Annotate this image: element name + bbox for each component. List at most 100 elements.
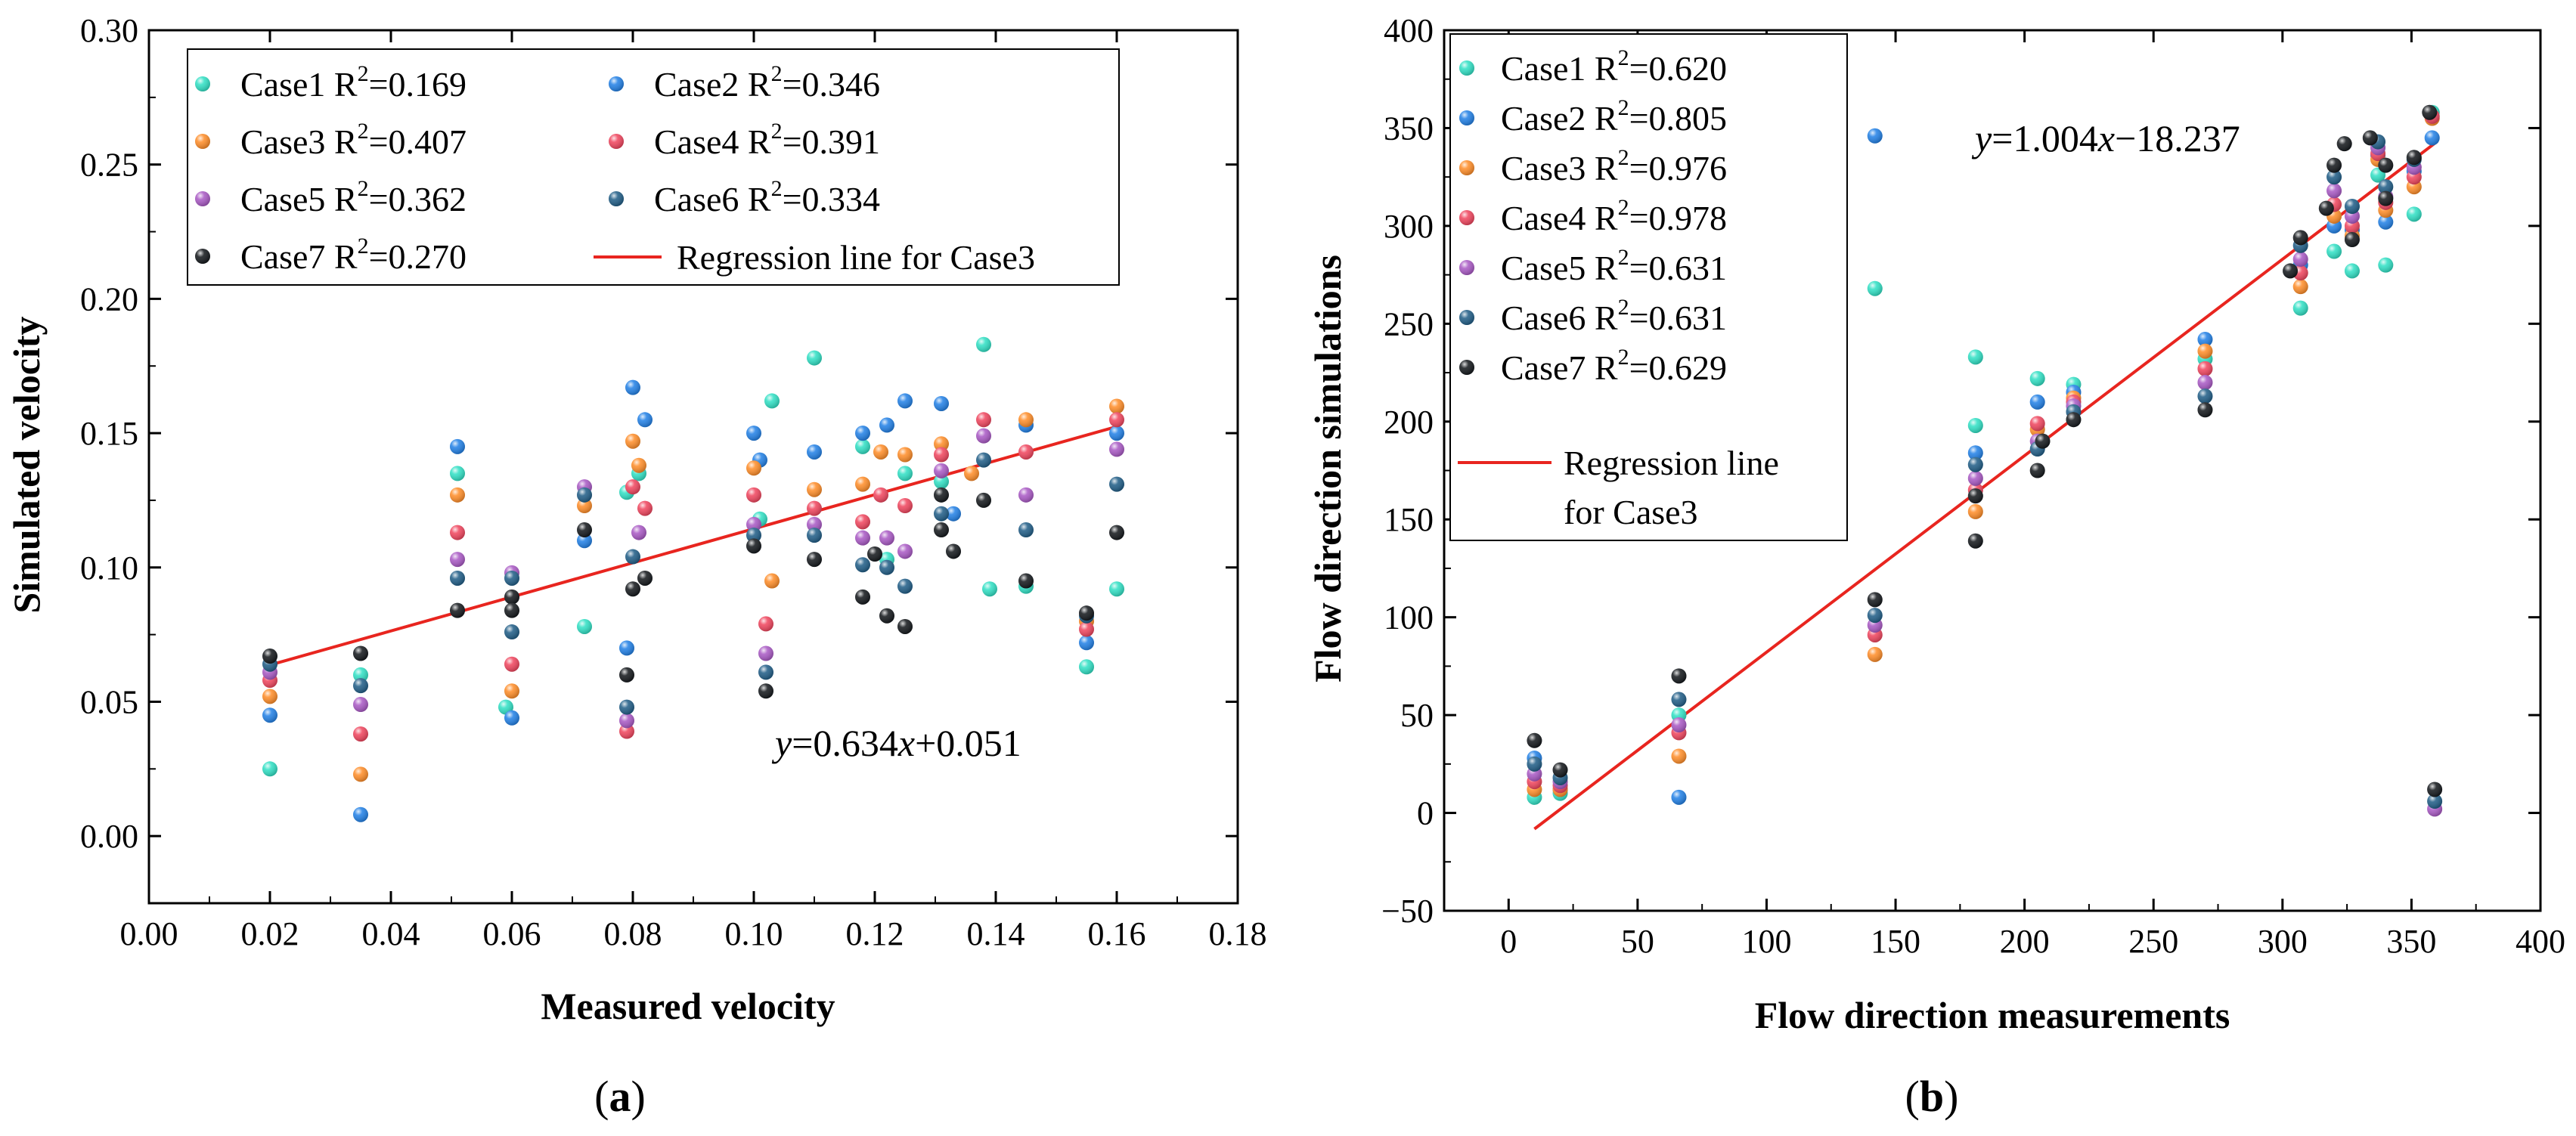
data-point-shading — [631, 457, 646, 473]
data-point-shading — [2197, 361, 2213, 376]
data-point-shading — [2197, 343, 2213, 359]
x-ticks-b: 0 50 100 150 200 250 300 350 400 — [1500, 30, 2565, 960]
data-point-shading — [504, 624, 519, 640]
series-case7 — [1527, 104, 2443, 797]
data-point-shading — [625, 549, 640, 565]
data-point-shading — [855, 426, 870, 441]
x-tick-label: 0.06 — [483, 915, 541, 952]
data-point-shading — [2292, 300, 2308, 316]
data-point-shading — [2422, 104, 2438, 120]
y-tick-label: 0.05 — [80, 683, 138, 720]
data-point-shading — [807, 528, 822, 543]
x-axis-title-a: Measured velocity — [541, 985, 835, 1027]
data-point-shading — [2035, 433, 2051, 449]
data-point-shading — [867, 546, 882, 562]
x-tick-label: 100 — [1741, 923, 1791, 960]
legend-regression-label-b-line2: for Case3 — [1564, 493, 1698, 531]
legend-marker-shading — [195, 249, 210, 264]
data-point-shading — [946, 506, 961, 522]
x-ticks-a: 0.00 0.02 0.04 0.06 0.08 0.10 0.12 0.14 0.16 0.18 — [120, 30, 1267, 952]
legend-items-b: Case1 R2=0.620 Case2 R2=0.805 Case3 R2=0.9… — [1459, 45, 1727, 387]
data-point-shading — [807, 552, 822, 568]
panel-label-b: (b) — [1905, 1072, 1959, 1121]
data-point-shading — [1867, 646, 1883, 662]
legend-item-case2: Case2 R2=0.346 — [609, 61, 880, 104]
legend-item-case5: Case5 R2=0.631 — [1459, 245, 1727, 287]
x-tick-label: 0.14 — [967, 915, 1025, 952]
data-point-shading — [2378, 257, 2394, 273]
data-point-shading — [934, 395, 949, 411]
legend-marker-shading — [1459, 360, 1474, 375]
data-point-shading — [873, 444, 888, 460]
data-point-shading — [2336, 136, 2352, 152]
data-point-shading — [637, 570, 653, 586]
data-point-shading — [807, 516, 822, 532]
data-point-shading — [1079, 635, 1094, 651]
data-point-shading — [2197, 332, 2213, 348]
regression-line — [269, 425, 1118, 667]
data-point-shading — [2378, 179, 2394, 195]
data-point-shading — [2029, 416, 2045, 432]
data-point-shading — [262, 648, 277, 664]
legend-label: Case5 R2=0.362 — [240, 176, 467, 218]
series-case6 — [262, 452, 1124, 715]
data-point-shading — [1867, 128, 1883, 144]
data-point-shading — [879, 559, 894, 575]
points-a — [262, 336, 1124, 822]
data-point-shading — [2197, 388, 2213, 404]
data-point-shading — [619, 667, 634, 683]
data-point-shading — [2427, 794, 2443, 809]
regression-a — [269, 425, 1118, 667]
data-point-shading — [807, 500, 822, 516]
data-point-shading — [746, 487, 761, 503]
data-point-shading — [1109, 476, 1124, 492]
y-tick-label: 250 — [1384, 305, 1434, 342]
legend-label: Case2 R2=0.346 — [654, 61, 880, 104]
data-point-shading — [758, 664, 773, 680]
data-point-shading — [934, 463, 949, 478]
legend-item-case1: Case1 R2=0.169 — [195, 61, 467, 104]
x-tick-label: 0 — [1500, 923, 1517, 960]
data-point-shading — [1671, 748, 1687, 764]
y-tick-label: 400 — [1384, 12, 1434, 49]
data-point-shading — [1109, 441, 1124, 457]
data-point-shading — [450, 570, 465, 586]
legend-marker-shading — [1459, 110, 1474, 125]
legend-items-a: Case1 R2=0.169 Case2 R2=0.346 Case3 R2=0.4… — [195, 61, 880, 276]
legend-item-case4: Case4 R2=0.978 — [1459, 195, 1727, 237]
legend-item-case6: Case6 R2=0.631 — [1459, 295, 1727, 337]
data-point-shading — [855, 589, 870, 605]
data-point-shading — [577, 533, 592, 549]
legend-b: Case1 R2=0.620 Case2 R2=0.805 Case3 R2=0.9… — [1449, 33, 1848, 541]
data-point-shading — [897, 498, 913, 514]
legend-label: Case7 R2=0.629 — [1501, 345, 1727, 387]
data-point-shading — [1967, 533, 1983, 549]
data-point-shading — [946, 543, 961, 559]
data-point-shading — [855, 438, 870, 454]
data-point-shading — [625, 433, 640, 449]
data-point-shading — [897, 578, 913, 594]
data-point-shading — [2029, 370, 2045, 386]
legend-box-b — [1449, 33, 1848, 541]
legend-label: Case4 R2=0.391 — [654, 119, 880, 161]
data-point-shading — [1967, 488, 1983, 504]
legend-regression-label-a: Regression line for Case3 — [677, 238, 1035, 277]
series-case3 — [262, 398, 1124, 782]
y-tick-label: 0.10 — [80, 549, 138, 587]
data-point-shading — [619, 699, 634, 715]
data-point-shading — [1967, 349, 1983, 365]
legend-regression-label-b-line1: Regression line — [1564, 444, 1779, 482]
data-point-shading — [625, 479, 640, 495]
data-point-shading — [262, 707, 277, 723]
legend-marker-shading — [1459, 60, 1474, 76]
data-point-shading — [2066, 412, 2082, 428]
data-point-shading — [1109, 525, 1124, 540]
data-point-shading — [1967, 503, 1983, 519]
data-point-shading — [1527, 732, 1542, 748]
x-tick-label: 150 — [1871, 923, 1920, 960]
y-tick-label: 300 — [1384, 208, 1434, 245]
data-point-shading — [1967, 470, 1983, 486]
data-point-shading — [964, 466, 979, 481]
y-ticks-a: 0.00 0.05 0.10 0.15 0.20 0.25 0.30 — [80, 12, 1238, 855]
data-point-shading — [976, 428, 991, 444]
